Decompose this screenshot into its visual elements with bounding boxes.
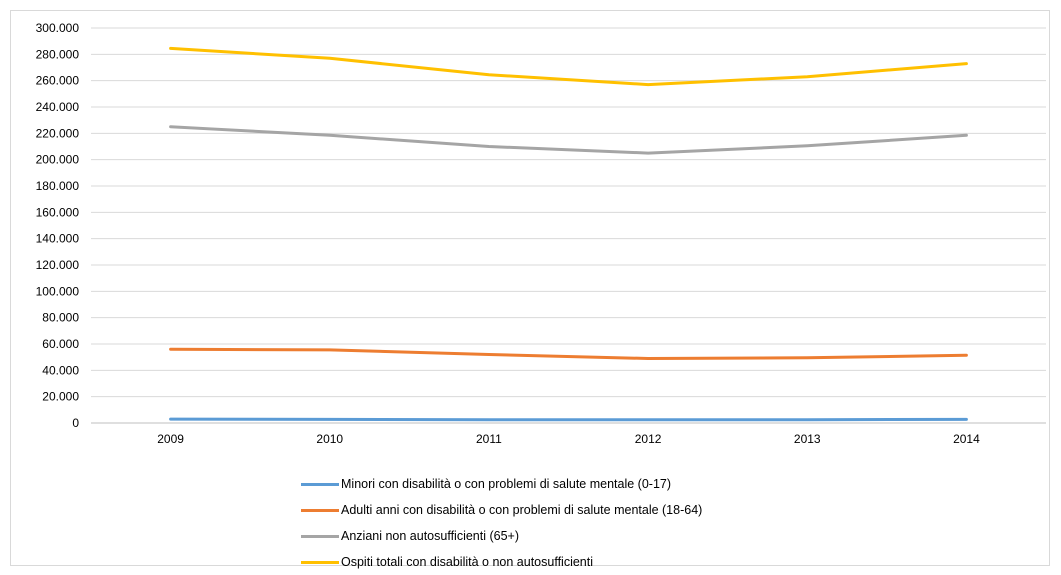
gridlines [91, 27, 1046, 398]
legend-swatch [301, 534, 339, 538]
x-tick-label: 2013 [794, 432, 821, 446]
y-tick-label: 0 [72, 416, 79, 430]
y-tick-label: 80.000 [42, 311, 79, 325]
series-lines [169, 46, 968, 422]
series-line-1 [169, 347, 968, 360]
x-tick-label: 2014 [953, 432, 980, 446]
y-tick-label: 120.000 [36, 258, 80, 272]
legend-swatch [301, 508, 339, 512]
legend-item: Anziani non autosufficienti (65+) [301, 523, 702, 549]
y-tick-label: 160.000 [36, 205, 80, 219]
legend-item: Ospiti totali con disabilità o non autos… [301, 549, 702, 575]
y-tick-label: 180.000 [36, 179, 80, 193]
legend-item: Adulti anni con disabilità o con problem… [301, 497, 702, 523]
legend-item: Minori con disabilità o con problemi di … [301, 471, 702, 497]
chart-frame: 0 20.000 40.000 60.000 80.000 100.000 120.000 1… [10, 10, 1050, 569]
legend-swatch [301, 560, 339, 564]
legend-label: Adulti anni con disabilità o con problem… [341, 503, 703, 517]
x-axis-ticks: 2009 2010 2011 2012 2013 2014 [157, 432, 980, 446]
x-tick-label: 2011 [476, 432, 502, 446]
series-line-0 [169, 417, 968, 422]
y-axis-ticks: 0 20.000 40.000 60.000 80.000 100.000 120.000 1… [36, 21, 80, 430]
y-tick-label: 20.000 [42, 390, 79, 404]
legend-swatch [301, 482, 339, 486]
legend: Minori con disabilità o con problemi di … [301, 471, 702, 575]
x-tick-label: 2009 [157, 432, 184, 446]
y-tick-label: 200.000 [36, 153, 80, 167]
series-line-2 [169, 125, 968, 155]
legend-label: Ospiti totali con disabilità o non autos… [341, 555, 594, 569]
y-tick-label: 140.000 [36, 232, 80, 246]
y-tick-label: 240.000 [36, 100, 80, 114]
x-tick-label: 2010 [316, 432, 343, 446]
legend-label: Anziani non autosufficienti (65+) [341, 529, 520, 543]
y-tick-label: 280.000 [36, 47, 80, 61]
y-tick-label: 60.000 [42, 337, 79, 351]
y-tick-label: 220.000 [36, 126, 80, 140]
y-tick-label: 100.000 [36, 284, 80, 298]
line-chart: 0 20.000 40.000 60.000 80.000 100.000 120.000 1… [36, 21, 1046, 446]
series-line-3 [169, 46, 968, 87]
x-tick-label: 2012 [635, 432, 662, 446]
legend-label: Minori con disabilità o con problemi di … [341, 477, 672, 491]
y-tick-label: 300.000 [36, 21, 80, 35]
y-tick-label: 40.000 [42, 363, 79, 377]
y-tick-label: 260.000 [36, 74, 80, 88]
